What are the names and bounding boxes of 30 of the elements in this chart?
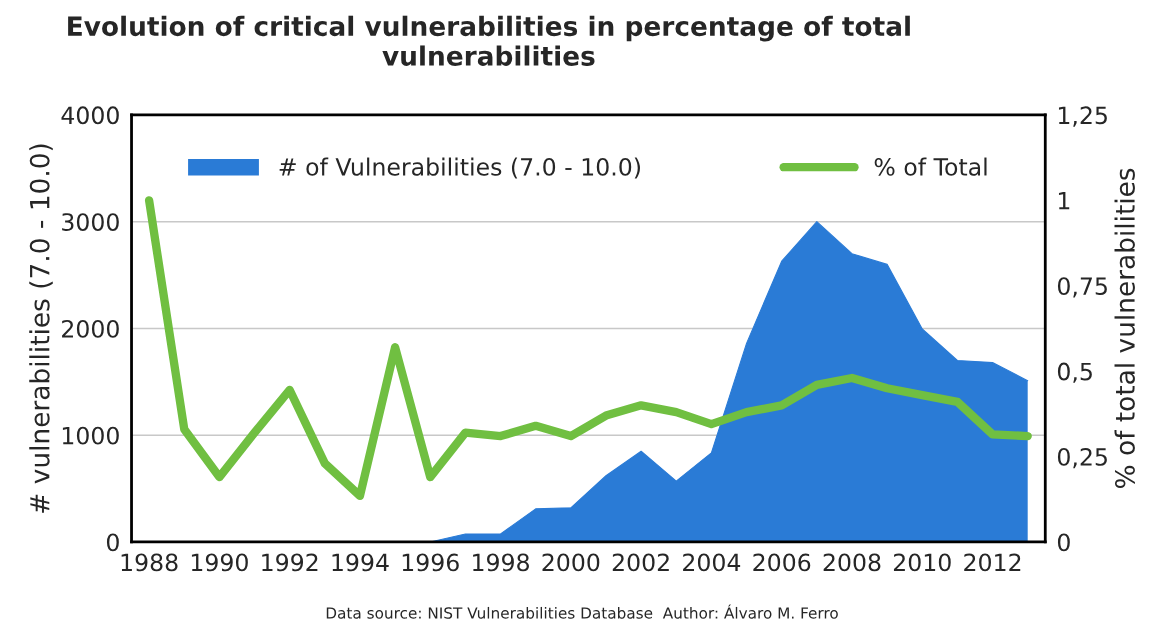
y2-tick-label: 0,5	[1057, 362, 1092, 383]
x-tick-label: 1994	[332, 553, 389, 572]
y-tick-label: 0	[106, 533, 119, 552]
y-tick-label: 4000	[61, 106, 119, 125]
y2-tick-label: 1	[1058, 192, 1070, 210]
x-tick-label: 1990	[191, 553, 248, 572]
x-tick-label: 1992	[262, 553, 318, 572]
x-tick-label: 2010	[893, 553, 951, 572]
x-tick-label: 2002	[612, 553, 669, 572]
x-tick-label: 2004	[683, 553, 741, 572]
y-tick-label: 2000	[62, 319, 119, 338]
x-tick-label: 2006	[753, 553, 811, 572]
x-tick-label: 1996	[402, 553, 459, 572]
chart-title: Evolution of critical vulnerabilities in percentage of total vulnerabilities	[68, 15, 910, 66]
x-tick-label: 2008	[823, 553, 881, 572]
y-tick-label: 3000	[62, 213, 119, 231]
y2-tick-label: 0,75	[1057, 277, 1107, 298]
legend-label: % of Total	[874, 157, 987, 176]
legend-label: # of Vulnerabilities (7.0 - 10.0)	[279, 157, 640, 179]
y2-axis-title: % of total vulnerabilities	[1114, 168, 1135, 489]
y2-tick-label: 0,25	[1057, 448, 1107, 469]
y2-tick-label: 0	[1057, 533, 1070, 552]
x-tick-label: 1988	[121, 553, 178, 572]
y-axis-title: # vulnerabilities (7.0 - 10.0)	[29, 144, 53, 513]
x-tick-label: 2012	[964, 553, 1021, 572]
x-tick-label: 2000	[542, 553, 600, 572]
source-note: Data source: NIST Vulnerabilities Database Author: Álvaro M. Ferro	[326, 604, 838, 619]
y2-tick-label: 1,25	[1058, 106, 1107, 127]
y-tick-label: 1000	[62, 426, 119, 445]
x-tick-label: 1998	[473, 553, 529, 572]
